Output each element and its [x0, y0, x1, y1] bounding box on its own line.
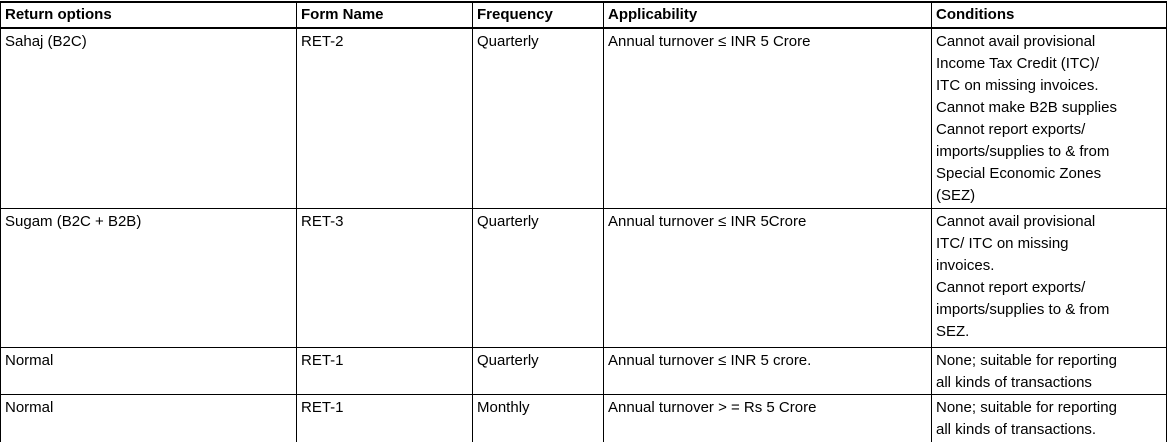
column-header-conditions: Conditions [931, 1, 1167, 29]
cell-conditions: Cannot avail provisional Income Tax Cred… [931, 27, 1167, 209]
cell-conditions: Cannot avail provisional ITC/ ITC on mis… [931, 207, 1167, 348]
cell-applicability: Annual turnover ≤ INR 5Crore [603, 207, 932, 348]
cell-applicability: Annual turnover ≤ INR 5 crore. [603, 346, 932, 395]
column-header-form-name: Form Name [296, 1, 473, 29]
table-row: Sugam (B2C + B2B) RET-3 Quarterly Annual… [0, 207, 1167, 348]
cell-return-option: Normal [0, 346, 297, 395]
cell-frequency: Quarterly [472, 346, 604, 395]
column-header-frequency: Frequency [472, 1, 604, 29]
cell-form-name: RET-1 [296, 393, 473, 442]
cell-applicability: Annual turnover > = Rs 5 Crore [603, 393, 932, 442]
table-row: Normal RET-1 Monthly Annual turnover > =… [0, 393, 1167, 442]
table-header-row: Return options Form Name Frequency Appli… [0, 1, 1167, 29]
column-header-return-options: Return options [0, 1, 297, 29]
cell-applicability: Annual turnover ≤ INR 5 Crore [603, 27, 932, 209]
cell-conditions: None; suitable for reporting all kinds o… [931, 393, 1167, 442]
cell-frequency: Monthly [472, 393, 604, 442]
cell-frequency: Quarterly [472, 207, 604, 348]
cell-return-option: Sahaj (B2C) [0, 27, 297, 209]
table-row: Normal RET-1 Quarterly Annual turnover ≤… [0, 346, 1167, 395]
column-header-applicability: Applicability [603, 1, 932, 29]
table-row: Sahaj (B2C) RET-2 Quarterly Annual turno… [0, 27, 1167, 209]
cell-form-name: RET-2 [296, 27, 473, 209]
cell-form-name: RET-3 [296, 207, 473, 348]
cell-frequency: Quarterly [472, 27, 604, 209]
cell-return-option: Normal [0, 393, 297, 442]
cell-conditions: None; suitable for reporting all kinds o… [931, 346, 1167, 395]
cell-return-option: Sugam (B2C + B2B) [0, 207, 297, 348]
cell-form-name: RET-1 [296, 346, 473, 395]
